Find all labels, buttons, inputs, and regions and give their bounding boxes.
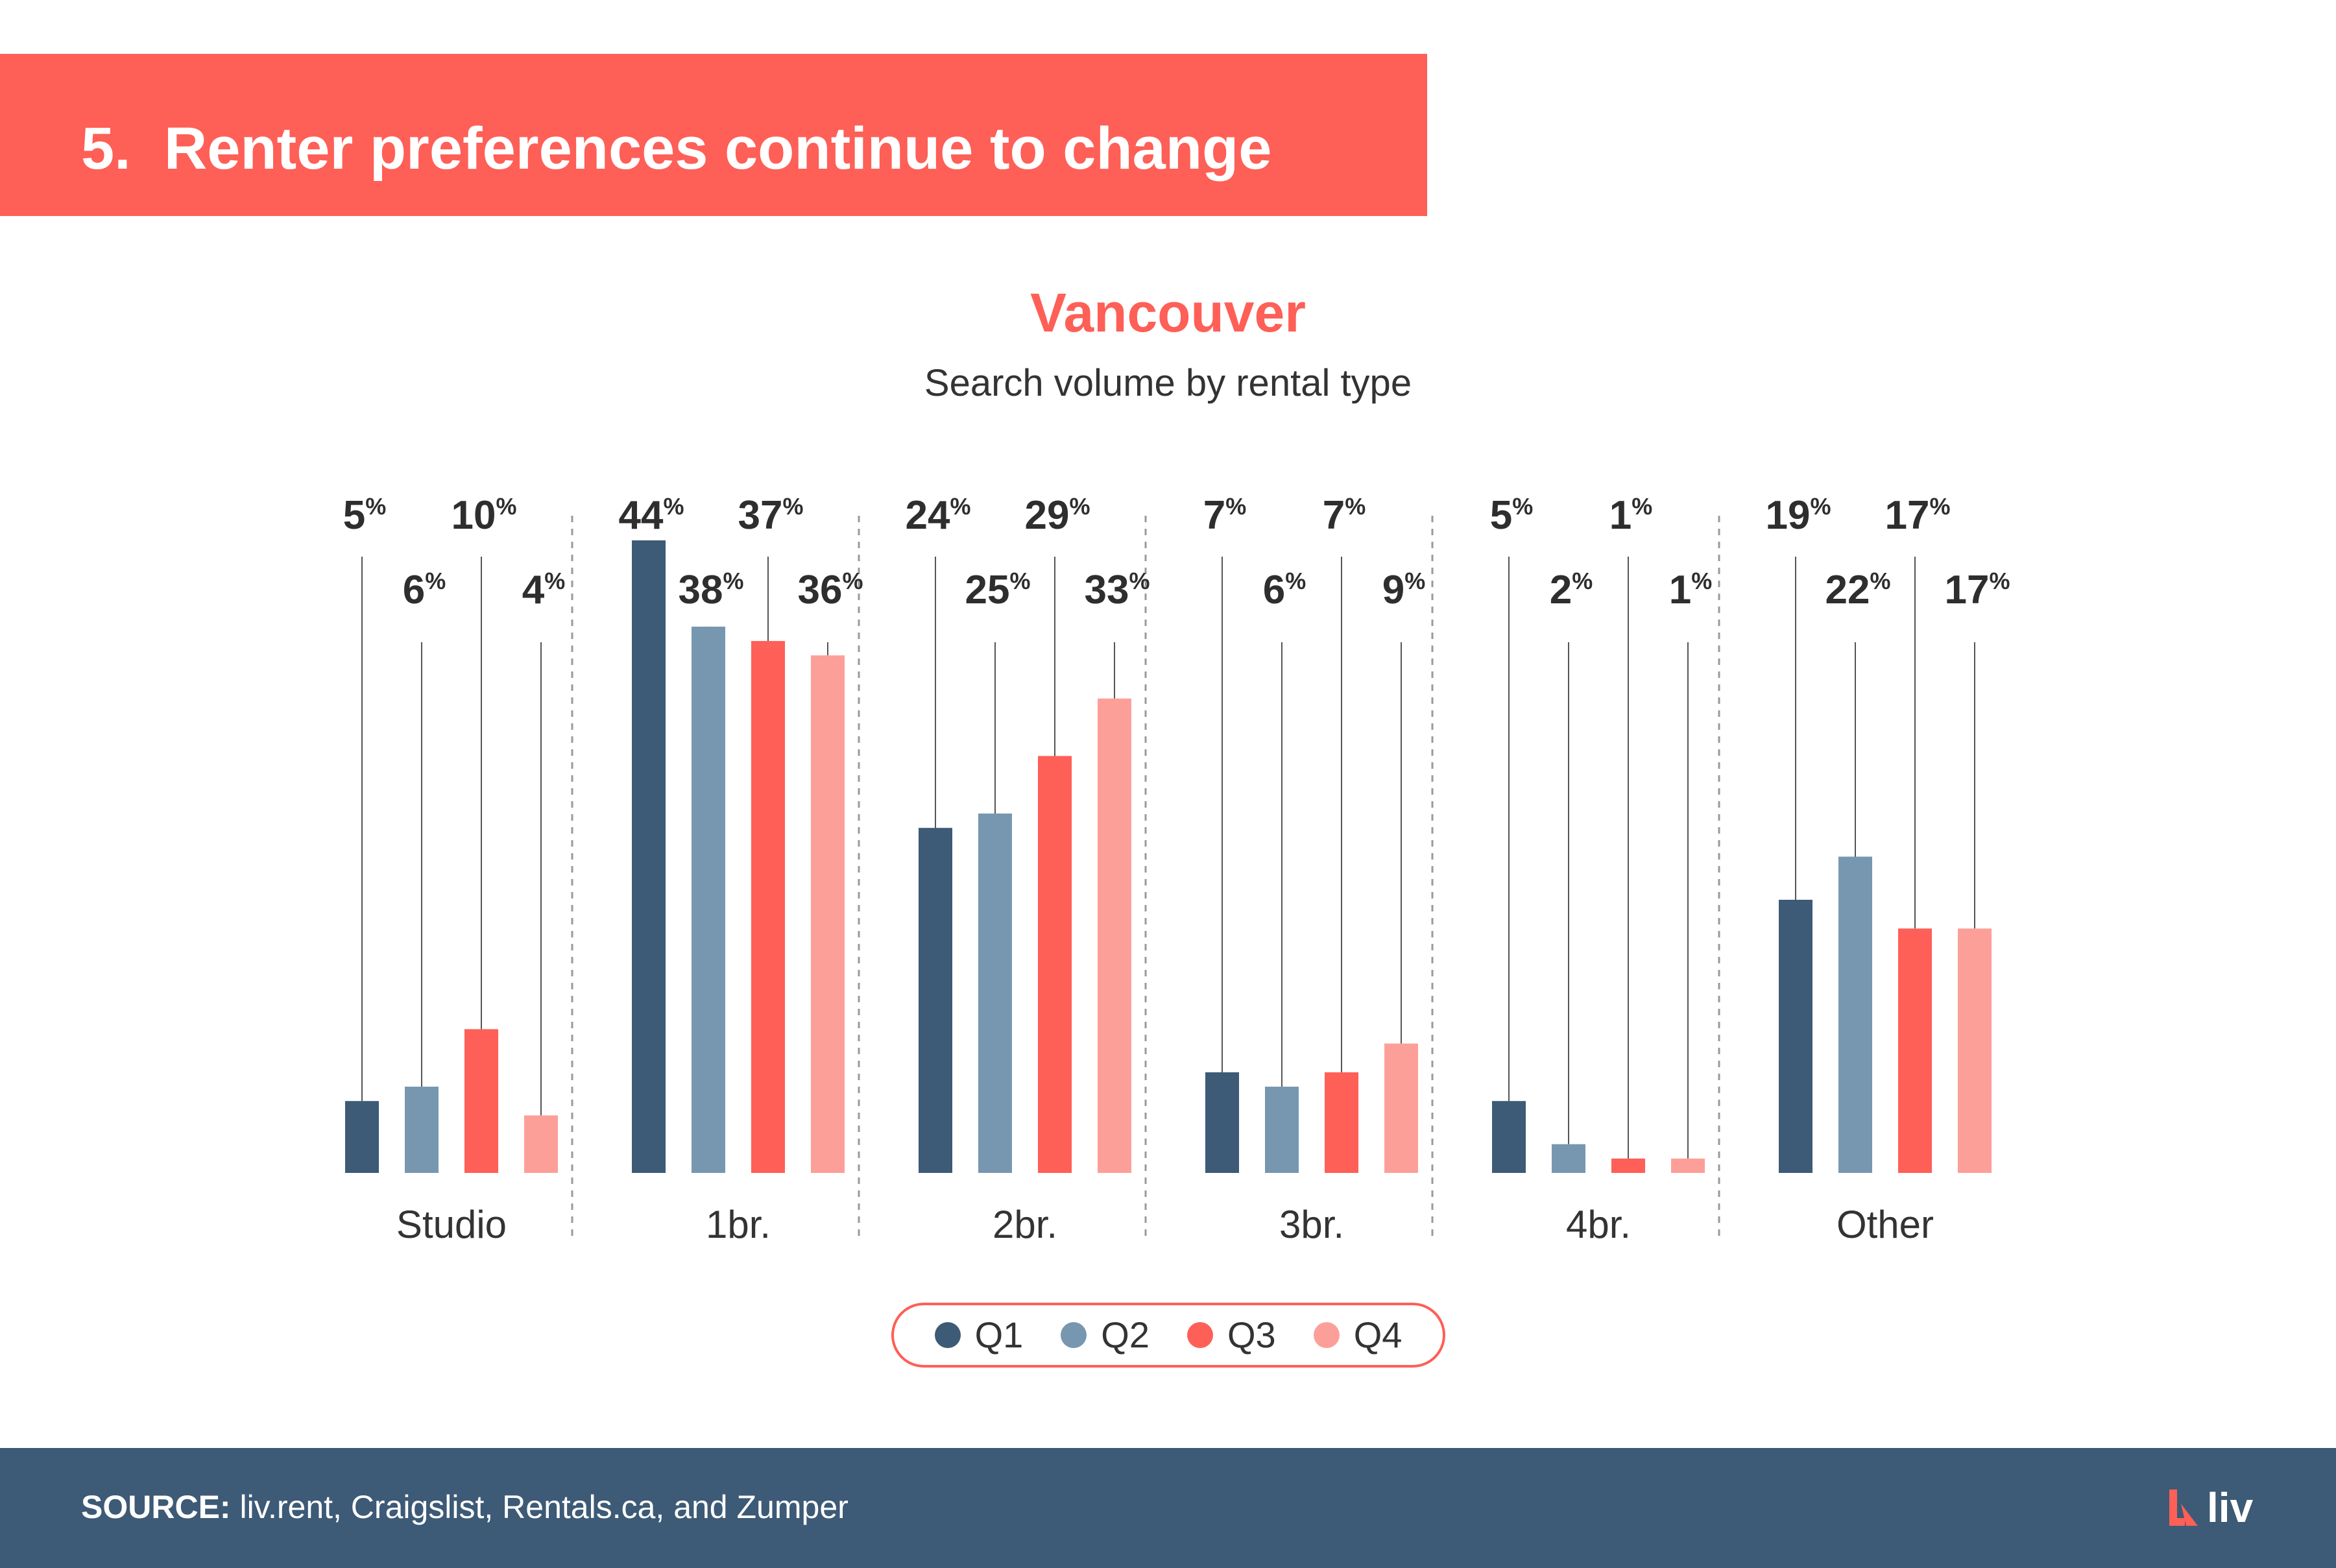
source-label: SOURCE: xyxy=(81,1489,231,1525)
source-note: SOURCE: liv.rent, Craigslist, Rentals.ca… xyxy=(81,1491,849,1523)
category-label: 3br. xyxy=(1279,1203,1344,1246)
bar-q2-5 xyxy=(1838,856,1872,1173)
bar-q2-4 xyxy=(1552,1144,1585,1173)
bar-q4-1 xyxy=(811,655,845,1173)
bar-q4-5 xyxy=(1958,928,1992,1173)
bar-q2-2 xyxy=(978,814,1012,1173)
legend-swatch-q1 xyxy=(934,1322,961,1348)
brand-name: liv xyxy=(2207,1484,2254,1531)
bar-q4-2 xyxy=(1098,698,1131,1173)
data-label: 4% xyxy=(522,568,566,612)
bar-q1-0 xyxy=(345,1101,379,1173)
data-label: 7% xyxy=(1323,493,1366,538)
bar-chart: 5%6%10%4%Studio44%38%37%36%1br.24%25%29%… xyxy=(343,493,2010,1246)
data-label: 6% xyxy=(403,568,446,612)
bar-q1-5 xyxy=(1779,899,1812,1173)
legend-swatch-q4 xyxy=(1313,1322,1340,1348)
bar-q3-4 xyxy=(1611,1158,1645,1173)
legend-item-q3: Q3 xyxy=(1187,1317,1276,1353)
category-label: 4br. xyxy=(1566,1203,1631,1246)
data-label: 24% xyxy=(906,493,971,538)
chart-subtitle: Search volume by rental type xyxy=(924,362,1412,404)
legend-label-q3: Q3 xyxy=(1227,1314,1276,1355)
page-title: 5. Renter preferences continue to change xyxy=(81,115,1272,182)
legend-label-q2: Q2 xyxy=(1101,1314,1150,1355)
data-label: 37% xyxy=(738,493,804,538)
data-label: 5% xyxy=(343,493,387,538)
liv-logo-icon xyxy=(2169,1490,2198,1526)
category-label: Other xyxy=(1836,1203,1934,1246)
legend-swatch-q3 xyxy=(1187,1322,1213,1348)
data-label: 36% xyxy=(798,568,863,612)
data-label: 25% xyxy=(965,568,1031,612)
legend-swatch-q2 xyxy=(1061,1322,1087,1348)
legend-label-q1: Q1 xyxy=(974,1314,1024,1355)
data-label: 10% xyxy=(452,493,517,538)
legend-item-q1: Q1 xyxy=(934,1314,1024,1355)
bar-q4-0 xyxy=(524,1115,558,1173)
bar-q3-1 xyxy=(751,641,785,1173)
bar-q1-3 xyxy=(1205,1072,1239,1173)
data-label: 17% xyxy=(1885,493,1951,538)
bar-q3-0 xyxy=(464,1029,498,1173)
chart-title: Vancouver xyxy=(1030,282,1306,343)
footer: SOURCE: liv.rent, Craigslist, Rentals.ca… xyxy=(0,1448,2336,1568)
data-label: 9% xyxy=(1382,568,1426,612)
brand-logo: liv xyxy=(2167,1487,2253,1528)
title-banner: 5. Renter preferences continue to change xyxy=(0,54,1427,216)
legend-item-q2: Q2 xyxy=(1061,1317,1150,1353)
data-label: 1% xyxy=(1669,568,1713,612)
legend-label-q4: Q4 xyxy=(1353,1314,1403,1355)
category-label: 1br. xyxy=(706,1203,771,1246)
data-label: 19% xyxy=(1766,493,1831,538)
bar-q1-2 xyxy=(919,828,952,1173)
legend-item-q4: Q4 xyxy=(1313,1314,1403,1355)
data-label: 17% xyxy=(1945,568,2010,612)
bar-q2-0 xyxy=(405,1087,439,1173)
bar-q1-1 xyxy=(632,540,666,1173)
data-label: 33% xyxy=(1085,568,1150,612)
source-text: liv.rent, Craigslist, Rentals.ca, and Zu… xyxy=(230,1489,849,1525)
data-label: 7% xyxy=(1203,493,1247,538)
bar-q4-4 xyxy=(1671,1158,1705,1173)
bar-q3-2 xyxy=(1038,756,1072,1173)
data-label: 5% xyxy=(1490,493,1534,538)
data-label: 44% xyxy=(619,493,684,538)
data-label: 22% xyxy=(1825,568,1891,612)
bar-q2-3 xyxy=(1265,1087,1299,1173)
bar-q3-3 xyxy=(1325,1072,1358,1173)
bar-q3-5 xyxy=(1898,928,1932,1173)
category-label: Studio xyxy=(396,1203,507,1246)
data-label: 1% xyxy=(1609,493,1653,538)
category-label: 2br. xyxy=(993,1203,1057,1246)
bar-q4-3 xyxy=(1384,1043,1418,1173)
bar-q2-1 xyxy=(692,626,725,1173)
bar-q1-4 xyxy=(1492,1101,1526,1173)
data-label: 6% xyxy=(1263,568,1306,612)
chart-legend: Q1 Q2 Q3 Q4 xyxy=(891,1303,1445,1368)
data-label: 38% xyxy=(679,568,744,612)
data-label: 29% xyxy=(1025,493,1090,538)
data-label: 2% xyxy=(1550,568,1593,612)
